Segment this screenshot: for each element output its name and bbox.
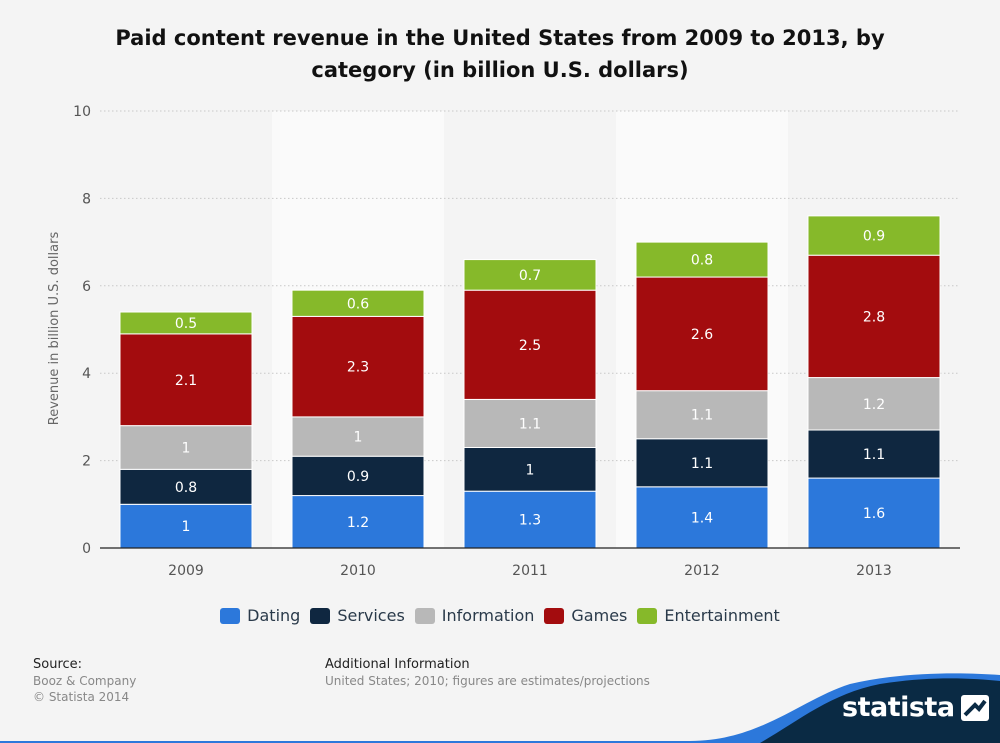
- bar-segment-dating: [635, 486, 769, 549]
- legend-label: Entertainment: [664, 606, 780, 625]
- data-label: 2.8: [863, 309, 885, 325]
- bar-segment-services: [463, 446, 597, 492]
- data-label: 1.1: [863, 447, 885, 463]
- legend-label: Services: [337, 606, 405, 625]
- legend-item-games[interactable]: Games: [544, 606, 627, 625]
- y-tick-label: 6: [82, 279, 91, 295]
- legend-label: Games: [571, 606, 628, 625]
- y-tick-label: 2: [82, 454, 91, 470]
- data-label: 1.2: [347, 515, 369, 531]
- bar-segment-entertainment: [291, 289, 425, 317]
- data-label: 1.1: [691, 456, 713, 472]
- bar-segment-entertainment: [807, 215, 941, 256]
- data-label: 0.6: [347, 296, 369, 312]
- legend-item-services[interactable]: Services: [310, 606, 405, 625]
- data-label: 0.5: [175, 316, 197, 332]
- y-axis-label: Revenue in billion U.S. dollars: [47, 232, 62, 426]
- legend-swatch: [220, 607, 241, 624]
- legend-swatch: [544, 607, 565, 624]
- y-tick-label: 10: [73, 104, 91, 120]
- data-label: 0.9: [347, 469, 369, 485]
- brand-name: statista: [842, 692, 955, 723]
- data-label: 2.1: [175, 373, 197, 389]
- data-label: 1.2: [863, 397, 885, 413]
- legend-item-dating[interactable]: Dating: [220, 606, 300, 625]
- bar-segment-information: [635, 390, 769, 440]
- bar-segment-entertainment: [635, 241, 769, 278]
- data-label: 0.8: [175, 480, 197, 496]
- bar-segment-information: [291, 416, 425, 457]
- chart-title: Paid content revenue in the United State…: [115, 26, 885, 82]
- legend-swatch: [414, 607, 435, 624]
- data-label: 0.8: [691, 253, 713, 269]
- additional-info-heading[interactable]: Additional Information: [325, 657, 470, 672]
- brand-swoosh: [760, 678, 1000, 743]
- bar-segment-games: [463, 289, 597, 400]
- copyright-text: © Statista 2014: [33, 690, 130, 704]
- legend-label: Information: [441, 606, 535, 625]
- data-label: 1.4: [691, 510, 713, 526]
- bar-segment-information: [807, 377, 941, 431]
- data-label: 1: [526, 462, 535, 478]
- x-tick-label: 2013: [856, 563, 892, 579]
- data-label: 0.7: [519, 268, 541, 284]
- source-publisher[interactable]: Booz & Company: [33, 674, 137, 688]
- bar-segment-entertainment: [119, 311, 253, 335]
- bar-segment-services: [291, 455, 425, 497]
- bar-segment-games: [807, 254, 941, 379]
- legend-swatch: [310, 607, 331, 624]
- legend-item-entertainment[interactable]: Entertainment: [637, 606, 780, 625]
- data-label: 1.3: [519, 513, 541, 529]
- bar-segment-services: [807, 429, 941, 479]
- source-block: Source: Booz & Company © Statista 2014: [33, 657, 136, 705]
- bar-segment-games: [291, 315, 425, 418]
- chart-legend: Dating Services Information Games Entertainm…: [0, 606, 1000, 625]
- legend-item-information[interactable]: Information: [414, 606, 535, 625]
- x-tick-label: 2009: [168, 563, 204, 579]
- data-label: 1.1: [691, 408, 713, 424]
- additional-info-block: Additional Information United States; 20…: [325, 657, 650, 689]
- data-label: 1.6: [863, 506, 885, 522]
- data-label: 0.9: [863, 229, 885, 245]
- y-tick-label: 0: [82, 541, 91, 557]
- x-tick-label: 2012: [684, 563, 720, 579]
- bar-segment-services: [635, 438, 769, 488]
- data-label: 2.3: [347, 360, 369, 376]
- data-label: 1: [182, 519, 191, 535]
- data-label: 2.6: [691, 327, 713, 343]
- legend-swatch: [637, 607, 658, 624]
- statista-logo-icon: [960, 694, 989, 721]
- x-tick-label: 2011: [512, 563, 548, 579]
- bar-segment-games: [635, 276, 769, 392]
- y-tick-label: 8: [82, 191, 91, 207]
- x-tick-label: 2010: [340, 563, 376, 579]
- source-heading: Source:: [33, 657, 83, 672]
- data-label: 2.5: [519, 338, 541, 354]
- statista-logo[interactable]: statista: [842, 692, 989, 723]
- data-label: 1: [182, 440, 191, 456]
- data-label: 1.1: [519, 416, 541, 432]
- bar-segment-entertainment: [463, 259, 597, 291]
- y-tick-label: 4: [82, 366, 91, 382]
- bar-segment-dating: [463, 490, 597, 549]
- legend-label: Dating: [247, 606, 301, 625]
- additional-info-text: United States; 2010; figures are estimat…: [325, 674, 650, 688]
- data-label: 1: [354, 430, 363, 446]
